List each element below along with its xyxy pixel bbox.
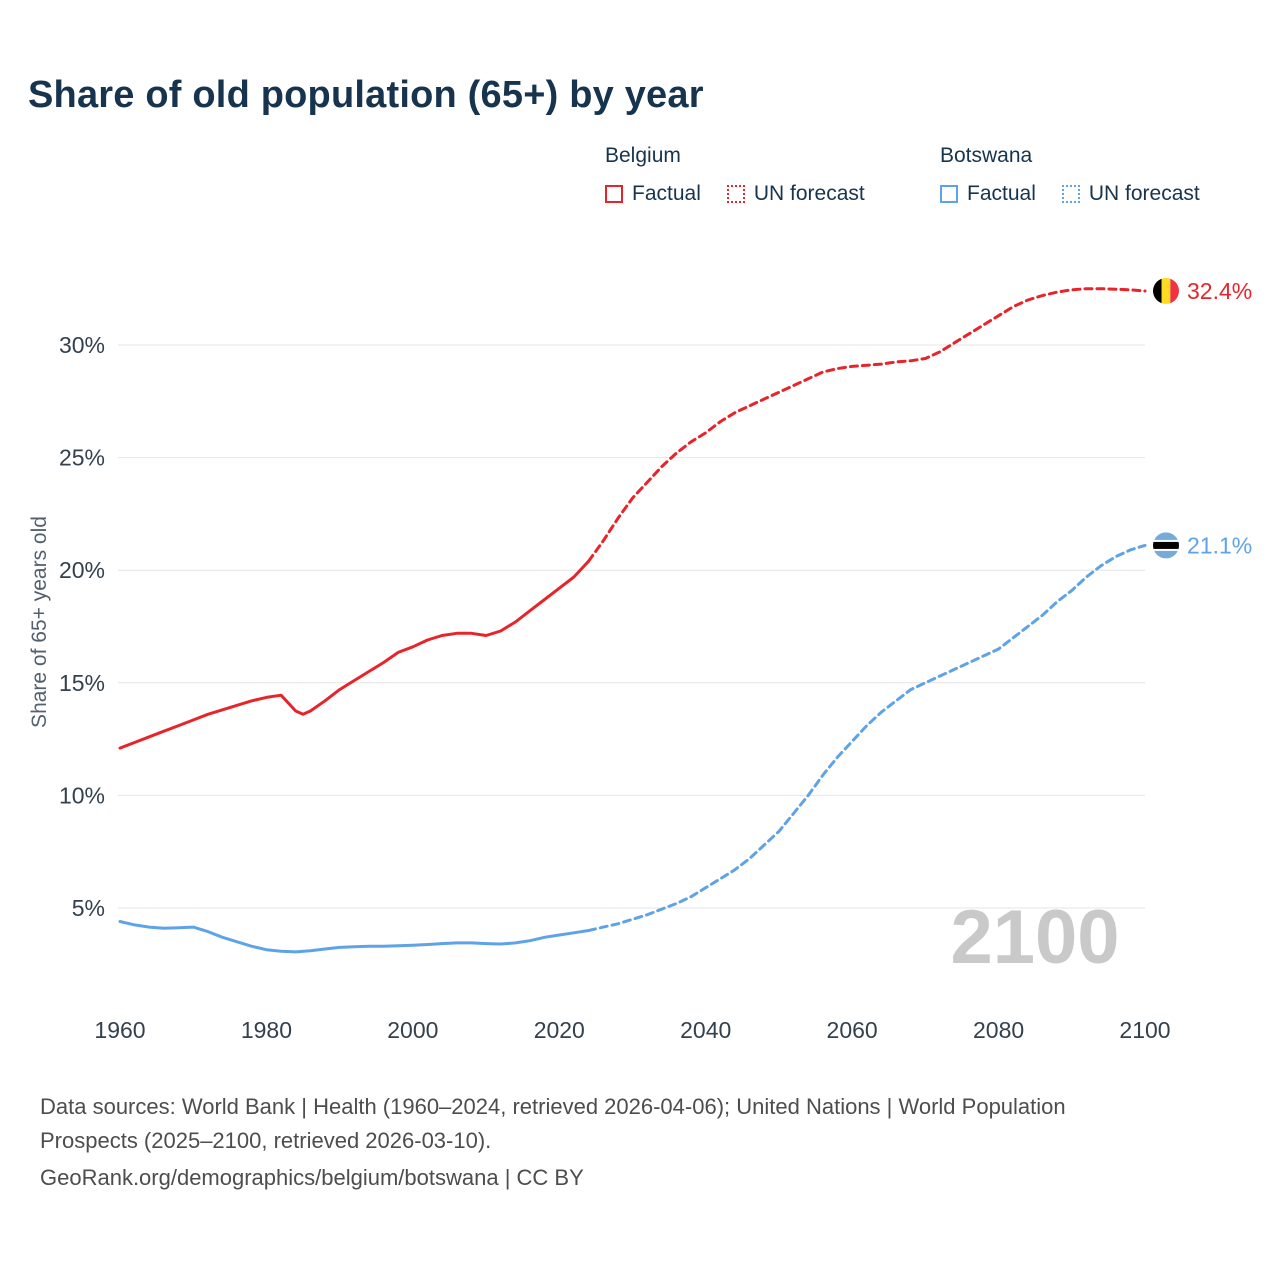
y-tick-label: 20% [59, 557, 105, 583]
belgium-factual-line [118, 559, 591, 750]
x-tick-label: 1960 [94, 1017, 145, 1043]
attribution-text: GeoRank.org/demographics/belgium/botswan… [40, 1165, 584, 1191]
y-tick-label: 5% [72, 895, 105, 921]
botswana-factual-swatch-icon [940, 185, 958, 203]
belgium-factual-swatch-icon [605, 185, 623, 203]
belgium-factual-label: Factual [632, 182, 701, 205]
legend-country-belgium: Belgium [605, 144, 681, 167]
belgium-forecast-label: UN forecast [753, 182, 865, 205]
data-sources-text: Data sources: World Bank | Health (1960–… [40, 1094, 1066, 1154]
legend-country-botswana: Botswana [940, 144, 1033, 167]
watermark-year: 2100 [950, 895, 1119, 980]
x-tick-label: 2040 [680, 1017, 731, 1043]
x-tick-label: 1980 [241, 1017, 292, 1043]
botswana-forecast-line [587, 543, 1147, 932]
y-axis-label: Share of 65+ years old [28, 516, 51, 728]
y-tick-label: 15% [59, 670, 105, 696]
botswana-end-label: 21.1% [1187, 532, 1252, 558]
botswana-factual-line [118, 920, 591, 954]
legend-group-belgium: Belgium Factual UN forecast [605, 144, 891, 206]
legend-row-botswana: Factual UN forecast [940, 182, 1226, 206]
x-tick-label: 2060 [827, 1017, 878, 1043]
x-tick-label: 2020 [534, 1017, 585, 1043]
legend-row-belgium: Factual UN forecast [605, 182, 891, 206]
botswana-flag-icon [1153, 532, 1179, 559]
belgium-forecast-line [587, 287, 1147, 563]
x-tick-label: 2100 [1119, 1017, 1170, 1043]
footer: Data sources: World Bank | Health (1960–… [40, 1090, 1145, 1195]
legend-group-botswana: Botswana Factual UN forecast [940, 144, 1226, 206]
botswana-forecast-label: UN forecast [1088, 182, 1200, 205]
belgium-forecast-swatch-icon [726, 185, 745, 203]
x-tick-label: 2080 [973, 1017, 1024, 1043]
botswana-forecast-swatch-icon [1061, 185, 1080, 203]
y-tick-label: 30% [59, 332, 105, 358]
y-tick-label: 10% [59, 782, 105, 808]
belgium-end-label: 32.4% [1187, 278, 1252, 304]
belgium-flag-icon [1153, 277, 1179, 304]
y-tick-label: 25% [59, 445, 105, 471]
botswana-factual-label: Factual [967, 182, 1036, 205]
x-tick-label: 2000 [387, 1017, 438, 1043]
page-title: Share of old population (65+) by year [28, 74, 704, 116]
